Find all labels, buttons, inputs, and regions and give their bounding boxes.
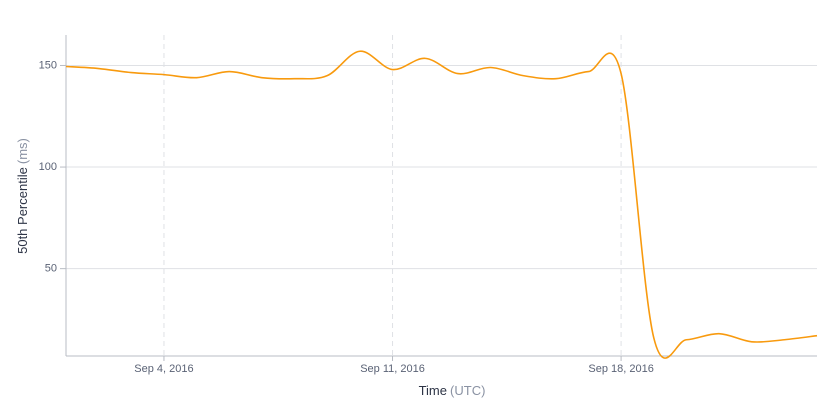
x-tick-label: Sep 11, 2016 [360,363,425,375]
y-label-unit: (ms) [15,138,30,164]
y-tick-label: 50 [45,263,57,275]
line [65,50,818,359]
y-axis-title: 50th Percentile (ms) [15,138,30,254]
y-tick-label: 150 [39,59,57,71]
x-label: Time [419,383,447,398]
y-tick-label: 100 [39,161,57,173]
x-tick-label: Sep 18, 2016 [588,363,653,375]
x-label-unit: (UTC) [450,383,485,398]
x-tick-label: Sep 4, 2016 [134,363,193,375]
x-axis-title: Time (UTC) [419,383,486,398]
y-label: 50th Percentile [15,167,30,254]
